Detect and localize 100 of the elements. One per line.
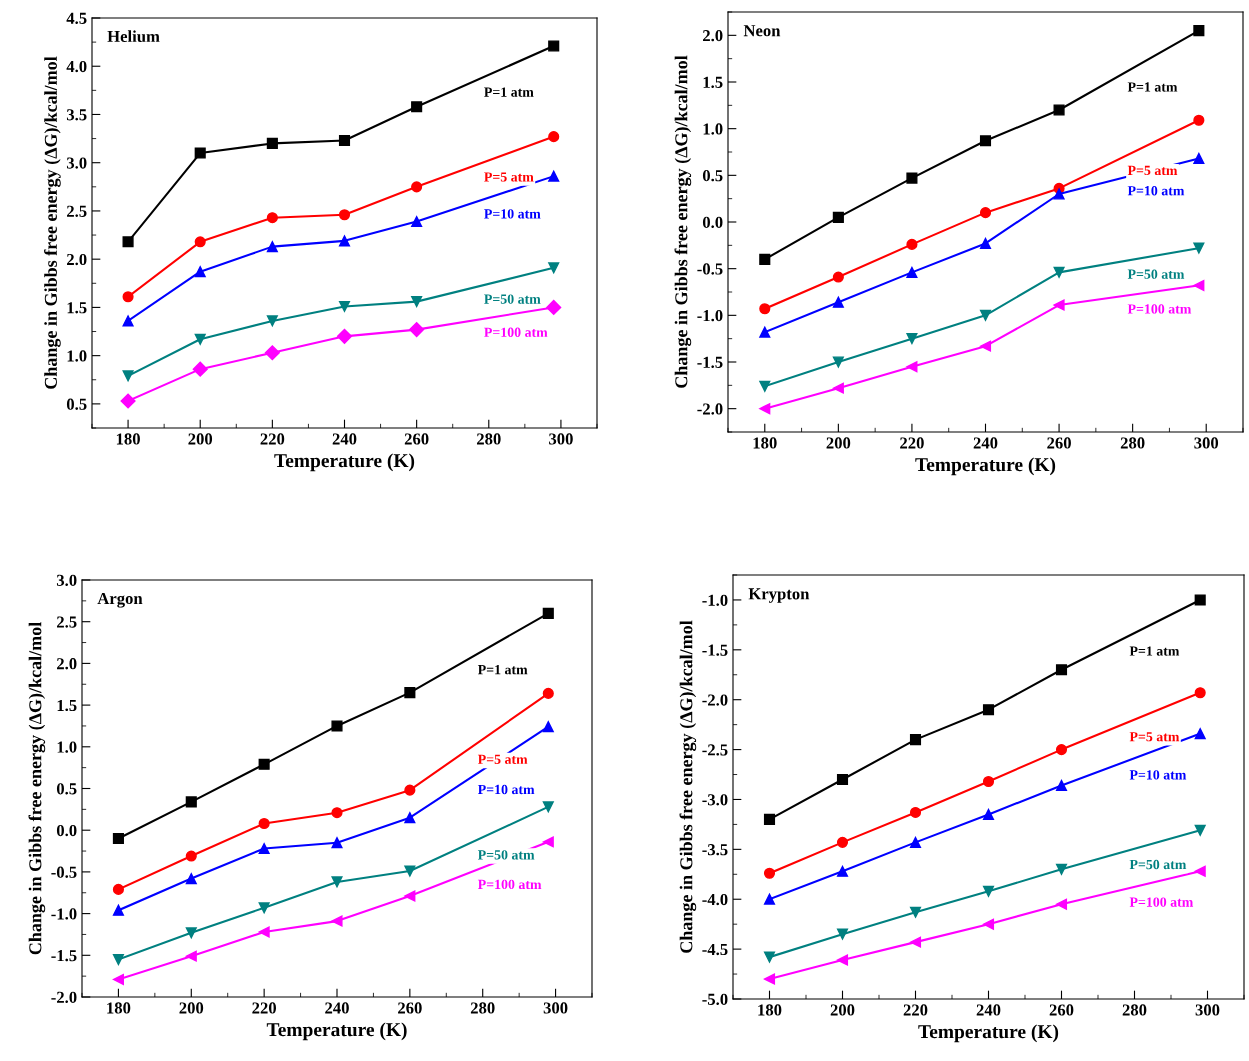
series-label: P=5 atm [477,754,528,764]
point [1055,664,1068,676]
series-label: P=100 atm [1129,897,1194,907]
point [763,867,776,879]
series-label: P=50 atm [1129,859,1187,870]
y-tick-label: -5.0 [702,993,728,1006]
point [404,784,416,796]
point [832,211,844,223]
x-tick-label: 280 [1122,1004,1147,1016]
y-tick-label: -1.0 [702,594,728,606]
point [264,345,280,361]
point [1194,594,1206,606]
point [542,687,554,699]
y-axis-title: Change in Gibbs free energy (ΔG)/kcal/mol [679,620,697,953]
point [1194,824,1206,836]
text: Helium [107,30,160,43]
series-label: P=5 atm [1127,165,1178,176]
point [548,40,560,52]
point [1194,687,1206,699]
point [192,361,208,377]
point [258,926,270,938]
y-tick-label: 3.5 [66,109,87,121]
point [909,836,922,848]
y-tick-label: 1.5 [57,699,77,712]
x-tick-label: 300 [1194,437,1219,449]
x-tick-label: 180 [753,437,777,449]
y-tick-label: -2.0 [702,694,728,706]
point [194,333,206,345]
point [982,885,995,897]
point [548,131,560,143]
x-tick-label: 200 [188,433,213,445]
point [836,773,849,786]
point [979,207,992,219]
point [122,236,134,248]
x-axis-title: Temperature (K) [918,1024,1059,1043]
point [1053,299,1065,311]
point [1055,898,1068,910]
y-tick-label: 1.5 [703,76,723,89]
point [404,812,416,824]
point [1055,744,1068,756]
y-tick-label: 1.5 [67,302,87,314]
point [266,212,278,224]
point [763,813,776,825]
point [112,973,124,986]
point [979,340,992,352]
x-tick-label: 220 [903,1004,928,1016]
y-tick-label: 2.5 [57,616,77,628]
point [338,235,351,247]
point [542,836,554,848]
x-tick-label: 300 [543,1002,568,1014]
y-tick-label: -3.0 [702,794,728,806]
point [336,328,353,344]
point [909,906,922,918]
x-tick-label: 300 [549,433,573,445]
y-tick-label: 1.0 [703,123,723,135]
point [1193,242,1205,254]
x-tick-label: 260 [398,1002,422,1014]
point [122,315,134,327]
point [982,775,995,788]
point [331,876,343,888]
point [548,170,560,182]
point [982,808,995,820]
point [763,973,776,985]
point [331,720,343,732]
point [411,181,423,193]
x-tick-label: 240 [325,1002,349,1014]
y-tick-label: 3.0 [66,157,87,169]
point [404,865,416,877]
point [759,403,771,415]
point [411,215,423,228]
x-tick-label: 260 [404,433,429,445]
x-tick-label: 220 [900,437,924,449]
point [906,238,918,250]
series-label: P=10 atm [484,209,541,219]
point [266,315,278,327]
point [112,832,124,845]
y-tick-label: -1.5 [702,644,728,656]
point [542,607,554,619]
x-tick-label: 260 [1047,437,1071,449]
point [548,262,560,274]
point [120,393,136,409]
point [979,309,992,321]
point [266,137,278,149]
y-tick-label: 2.5 [67,205,87,217]
y-tick-label: 0.0 [702,216,723,229]
point [832,356,844,368]
point [906,266,918,278]
point [759,380,771,392]
point [542,801,554,813]
point [979,135,992,147]
series-label: P=10 atm [477,784,535,795]
series-label: P=1 atm [1129,646,1180,656]
text: Argon [97,592,143,608]
point [1053,266,1065,278]
series-label: P=100 atm [1127,304,1192,314]
point [331,915,343,927]
point [185,850,197,862]
point [1055,863,1068,875]
y-tick-label: 3.0 [56,574,77,587]
point [185,873,197,885]
